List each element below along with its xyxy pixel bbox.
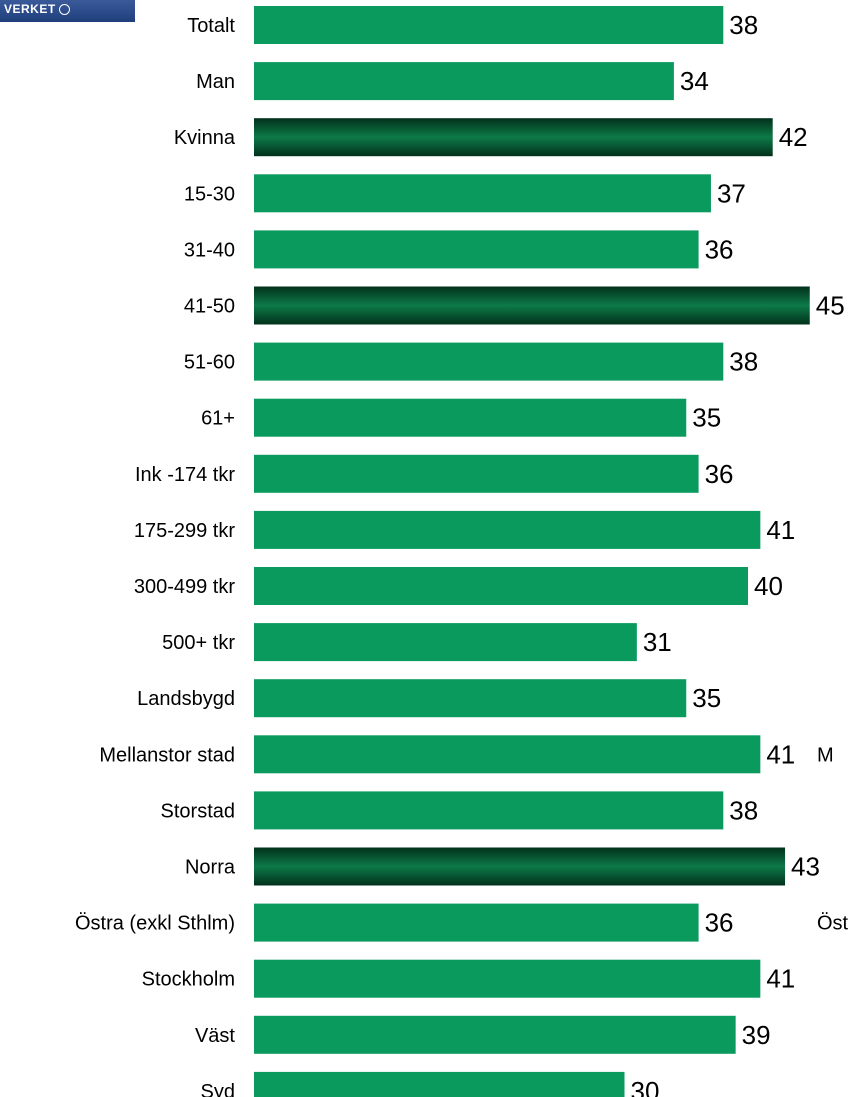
bar-41-50: [254, 286, 810, 325]
logo-text: VERKET: [4, 2, 56, 16]
bar-51-60: [254, 342, 724, 381]
category-label-totalt: Totalt: [187, 15, 235, 37]
category-label-landsbygd: Landsbygd: [137, 688, 235, 710]
value-label-ink-174-tkr: 36: [705, 459, 734, 489]
bar-300-499-tkr: [254, 567, 748, 605]
value-label-31-40: 36: [705, 234, 734, 264]
category-label-vast: Väst: [195, 1025, 235, 1047]
bar-syd: [254, 1071, 625, 1097]
bar-norra: [254, 847, 786, 886]
value-label-norra: 43: [791, 852, 820, 882]
bar-series: Totalt 38 Man 34 Kvinna 42 15-30 37 31-40 36 41-50…: [75, 6, 849, 1097]
value-label-51-60: 38: [729, 347, 758, 377]
bar-31-40: [254, 230, 699, 269]
category-label-ostra-exkl-sthlm: Östra (exkl Sthlm): [75, 913, 235, 935]
brand-logo: VERKET: [0, 0, 135, 22]
bar-man: [254, 62, 674, 101]
category-label-norra: Norra: [185, 857, 236, 879]
category-label-mellanstor-stad: Mellanstor stad: [99, 744, 235, 766]
bar-ink-174-tkr: [254, 454, 699, 493]
value-label-mellanstor-stad: 41: [766, 739, 795, 769]
logo-emblem-icon: [58, 4, 70, 15]
category-label-stockholm: Stockholm: [142, 969, 235, 991]
side-label-ostra-exkl-sthlm: Öst: [817, 913, 849, 935]
category-label-15-30: 15-30: [184, 183, 235, 205]
bar-15-30: [254, 174, 711, 213]
bar-61: [254, 398, 687, 437]
bar-stockholm: [254, 959, 761, 998]
value-label-300-499-tkr: 40: [754, 571, 783, 601]
bar-500-tkr: [254, 623, 637, 662]
bar-totalt: [254, 6, 724, 44]
category-label-man: Man: [196, 71, 235, 93]
value-label-man: 34: [680, 66, 709, 96]
value-label-totalt: 38: [729, 10, 758, 40]
value-label-500-tkr: 31: [643, 627, 672, 657]
bar-landsbygd: [254, 679, 687, 718]
value-label-syd: 30: [631, 1076, 660, 1097]
value-label-kvinna: 42: [779, 122, 808, 152]
value-label-stockholm: 41: [766, 964, 795, 994]
value-label-ostra-exkl-sthlm: 36: [705, 908, 734, 938]
value-label-41-50: 45: [816, 291, 845, 321]
category-label-41-50: 41-50: [184, 296, 235, 318]
value-label-storstad: 38: [729, 795, 758, 825]
value-label-175-299-tkr: 41: [766, 515, 795, 545]
bar-175-299-tkr: [254, 510, 761, 549]
bar-vast: [254, 1015, 736, 1054]
value-label-landsbygd: 35: [692, 683, 721, 713]
category-label-500-tkr: 500+ tkr: [162, 632, 235, 654]
category-label-ink-174-tkr: Ink -174 tkr: [135, 464, 235, 486]
category-label-storstad: Storstad: [161, 800, 235, 822]
bar-kvinna: [254, 118, 773, 157]
bar-ostra-exkl-sthlm: [254, 903, 699, 942]
category-label-syd: Syd: [201, 1081, 235, 1097]
category-label-300-499-tkr: 300-499 tkr: [134, 576, 236, 598]
category-label-61: 61+: [201, 408, 235, 430]
value-label-vast: 39: [742, 1020, 771, 1050]
value-label-15-30: 37: [717, 178, 746, 208]
category-label-175-299-tkr: 175-299 tkr: [134, 520, 236, 542]
category-label-kvinna: Kvinna: [174, 127, 236, 149]
category-label-31-40: 31-40: [184, 239, 235, 261]
side-label-mellanstor-stad: M: [817, 744, 834, 766]
bar-mellanstor-stad: [254, 735, 761, 774]
bar-storstad: [254, 791, 724, 830]
value-label-61: 35: [692, 403, 721, 433]
category-label-51-60: 51-60: [184, 352, 235, 374]
